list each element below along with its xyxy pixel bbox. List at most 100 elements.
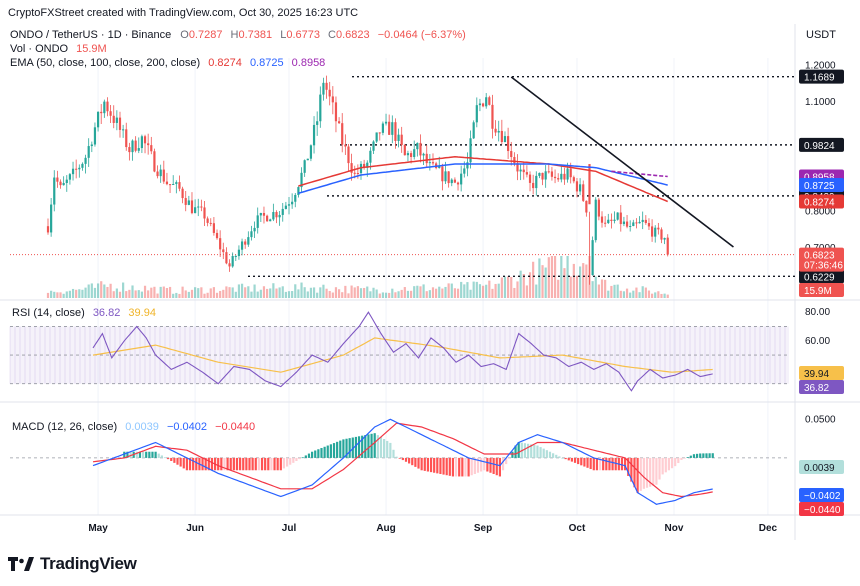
macd-histogram-bar <box>645 457 649 488</box>
macd-histogram-bar <box>595 457 599 471</box>
volume-bar <box>409 290 413 298</box>
x-tick-nov: Nov <box>665 523 684 534</box>
macd-histogram-bar <box>480 457 483 472</box>
macd-histogram-bar <box>598 457 602 471</box>
macd-histogram-bar <box>580 457 583 466</box>
volume-bar <box>541 265 544 298</box>
candle-body <box>507 136 510 152</box>
volume-bar <box>538 258 541 298</box>
candle-body <box>284 205 287 209</box>
price-tag-bg <box>799 247 844 272</box>
symbol-legend: ONDO / TetherUS · 1D · Binance O0.7287 H… <box>10 29 466 41</box>
macd-histogram-bar <box>160 455 163 458</box>
price-axis[interactable]: 1.20001.10000.80000.70001.16890.98240.84… <box>799 60 844 516</box>
candle-body <box>165 181 169 185</box>
macd-histogram-bar <box>251 457 254 471</box>
attribution: CryptoFXStreet created with TradingView.… <box>8 7 358 19</box>
candle-body <box>125 129 128 148</box>
volume-bar <box>153 286 156 298</box>
macd-histogram-bar <box>442 457 445 475</box>
candle-body <box>638 221 641 224</box>
volume-bar <box>569 276 572 298</box>
macd-histogram-bar <box>627 457 630 476</box>
candle-body <box>250 231 253 238</box>
rsi-ma-tag: 39.94 <box>804 369 829 380</box>
candle-body <box>297 187 300 195</box>
high-value: 0.7381 <box>238 29 272 41</box>
macd-histogram-bar <box>373 433 376 458</box>
macd-histogram-bar <box>285 457 289 467</box>
volume-bar <box>300 282 303 298</box>
candle-body <box>416 142 419 150</box>
volume-bar <box>278 287 281 298</box>
macd-histogram-bar <box>567 457 570 461</box>
volume-bar <box>275 288 278 298</box>
macd-histogram-bar <box>239 457 242 471</box>
volume-bar <box>528 272 532 298</box>
candle-body <box>84 157 87 164</box>
candle-body <box>316 121 319 125</box>
macd-histogram-bar <box>367 434 370 458</box>
volume-bar <box>516 281 519 298</box>
candle-body <box>369 150 372 163</box>
macd-histogram-bar <box>464 457 467 477</box>
candle-body <box>647 223 651 227</box>
candle-body <box>481 103 485 107</box>
volume-bar <box>106 286 109 298</box>
level-tag-1.1689: 1.1689 <box>804 73 835 84</box>
trendline[interactable] <box>510 76 734 248</box>
tradingview-branding[interactable]: TradingView <box>8 554 137 574</box>
open-value: 0.7287 <box>189 29 223 41</box>
candle-body <box>140 136 143 149</box>
volume-bar <box>600 279 604 298</box>
candle-body <box>494 128 497 133</box>
candle-body <box>456 182 460 185</box>
rsi-ma-tag-bg <box>799 366 844 380</box>
candle-body <box>350 163 353 173</box>
candle-body <box>359 163 363 174</box>
candle-body <box>50 204 53 233</box>
macd-histogram-bar <box>495 457 498 476</box>
macd-histogram-bar <box>583 457 586 467</box>
macd-hist-tag-bg <box>799 460 844 474</box>
candle-body <box>610 219 613 221</box>
macd-histogram-bar <box>489 457 492 473</box>
volume-bar <box>125 291 128 298</box>
volume-bar <box>532 261 535 298</box>
macd-histogram-bar <box>586 457 589 468</box>
macd-histogram-bar <box>526 443 530 458</box>
macd-histogram-bar <box>539 447 542 458</box>
candle-body <box>585 200 588 213</box>
volume-bar <box>400 289 403 298</box>
candle-body <box>538 172 541 176</box>
candle-body <box>431 162 435 164</box>
macd-histogram-bar <box>223 457 226 471</box>
macd-histogram-bar <box>129 451 132 458</box>
macd-signal-tag: −0.0440 <box>804 505 841 516</box>
candle-body <box>147 143 150 146</box>
volume-bar <box>147 290 150 298</box>
time-axis[interactable]: May Jun Jul Aug Sep Oct Nov Dec <box>88 523 777 534</box>
macd-histogram-bar <box>188 457 192 471</box>
candle-body <box>87 146 90 158</box>
candle-body <box>168 184 172 186</box>
candle-body <box>409 153 413 157</box>
macd-signal-line <box>92 422 713 498</box>
volume-bar <box>607 290 610 298</box>
macd-histogram-bar <box>561 457 564 459</box>
volume-bar <box>525 285 528 298</box>
candle-body <box>566 168 569 180</box>
volume-bar <box>344 285 347 298</box>
volume-bar <box>575 275 579 298</box>
ema-line-ema-50 <box>298 155 668 203</box>
candle-body <box>96 111 100 128</box>
macd-tag-bg <box>799 488 844 502</box>
level-tag-bg <box>799 69 844 84</box>
candle-body <box>184 198 187 205</box>
candle-body <box>197 206 200 208</box>
volume-bar <box>103 284 106 298</box>
macd-histogram-bar <box>508 457 511 459</box>
rsi-line <box>92 311 713 392</box>
macd-histogram-bar <box>533 444 536 458</box>
